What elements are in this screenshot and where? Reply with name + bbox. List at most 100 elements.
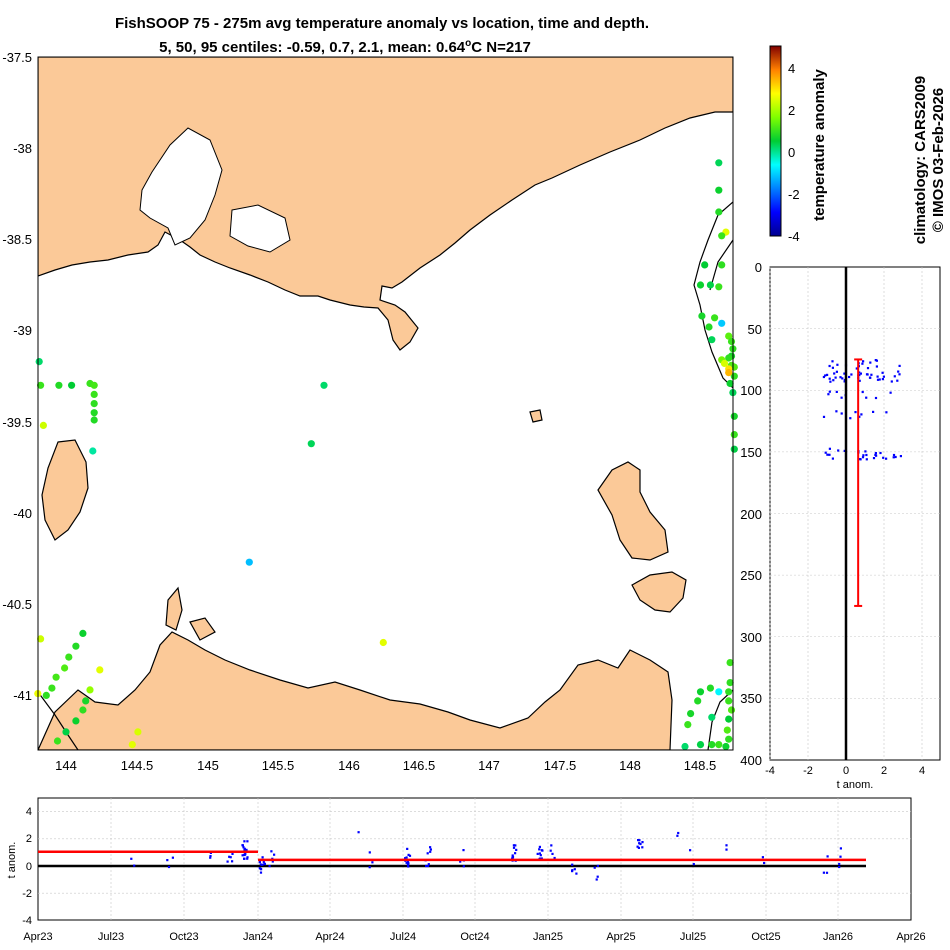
depth-point-88 bbox=[865, 458, 868, 461]
ts-point-71 bbox=[429, 850, 432, 853]
ts-xtick-apr26: Apr26 bbox=[896, 931, 925, 943]
map-point-72 bbox=[687, 710, 695, 718]
ts-point-129 bbox=[822, 871, 825, 874]
depth-point-53 bbox=[878, 378, 881, 381]
title-line-1: FishSOOP 75 - 275m avg temperature anoma… bbox=[115, 15, 649, 32]
ts-point-25 bbox=[245, 848, 248, 851]
map-panel: 144 144.5 145 145.5 146 146.5 147 147.5 … bbox=[2, 50, 738, 773]
ts-data-points bbox=[130, 831, 842, 881]
depth-point-40 bbox=[866, 373, 869, 376]
deal-island bbox=[529, 409, 543, 423]
ts-point-50 bbox=[368, 866, 371, 869]
map-point-9 bbox=[90, 409, 98, 417]
three-hummock-island bbox=[189, 617, 216, 641]
ts-point-63 bbox=[404, 857, 407, 860]
depth-point-62 bbox=[827, 393, 830, 396]
time-series-panel: 4 2 0 -2 -4 t anom. Apr23 Jul23 Oct23 Ja… bbox=[6, 797, 926, 943]
map-point-80 bbox=[725, 735, 733, 743]
title-line-2-suffix: C N=217 bbox=[471, 39, 531, 56]
ts-xtick-oct24: Oct24 bbox=[460, 931, 489, 943]
depth-point-39 bbox=[881, 378, 884, 381]
depth-point-3 bbox=[828, 364, 831, 368]
ts-point-61 bbox=[407, 853, 410, 856]
depth-grid bbox=[769, 267, 940, 760]
depth-point-68 bbox=[860, 413, 863, 416]
ts-point-130 bbox=[826, 855, 829, 858]
map-point-81 bbox=[722, 742, 730, 751]
map-point-79 bbox=[723, 726, 731, 734]
ts-point-47 bbox=[270, 850, 273, 853]
ts-point-105 bbox=[575, 872, 578, 875]
map-point-51 bbox=[65, 653, 73, 661]
map-point-61 bbox=[72, 717, 80, 725]
map-point-78 bbox=[725, 715, 733, 723]
ts-point-37 bbox=[259, 863, 262, 866]
depth-point-34 bbox=[843, 372, 846, 375]
map-point-55 bbox=[42, 691, 50, 700]
map-xtick-148: 148 bbox=[619, 758, 641, 773]
map-x-axis: 144 144.5 145 145.5 146 146.5 147 147.5 … bbox=[55, 758, 716, 773]
map-point-84 bbox=[708, 741, 716, 749]
ts-point-132 bbox=[838, 862, 841, 866]
ts-point-76 bbox=[512, 844, 515, 847]
depth-point-49 bbox=[869, 376, 872, 379]
map-ytick-39-5: -39.5 bbox=[2, 415, 32, 430]
ts-xtick-oct25: Oct25 bbox=[751, 931, 780, 943]
depth-point-45 bbox=[822, 375, 825, 379]
ts-point-59 bbox=[405, 856, 408, 859]
title-line-2-prefix: 5, 50, 95 centiles: -0.59, 0.7, 2.1, mea… bbox=[159, 39, 466, 56]
map-ytick-41: -41 bbox=[13, 688, 32, 703]
ts-point-125 bbox=[725, 844, 728, 847]
depth-point-52 bbox=[824, 374, 827, 377]
depth-ytick-150: 150 bbox=[740, 445, 762, 460]
depth-point-9 bbox=[866, 367, 870, 370]
depth-point-57 bbox=[828, 390, 831, 393]
map-point-1 bbox=[37, 381, 45, 389]
ts-point-73 bbox=[459, 860, 462, 863]
ts-point-110 bbox=[595, 878, 598, 881]
depth-point-13 bbox=[898, 364, 901, 367]
map-point-76 bbox=[725, 697, 733, 705]
depth-point-0 bbox=[861, 362, 864, 365]
ts-point-134 bbox=[838, 865, 841, 869]
depth-xlabel: t anom. bbox=[837, 779, 874, 791]
map-point-7 bbox=[90, 390, 98, 398]
depth-point-22 bbox=[841, 377, 844, 380]
ts-point-107 bbox=[573, 868, 576, 871]
map-xtick-146-5: 146.5 bbox=[403, 758, 436, 773]
depth-point-15 bbox=[875, 365, 878, 368]
depth-ytick-300: 300 bbox=[740, 630, 762, 645]
ts-point-94 bbox=[540, 857, 543, 860]
depth-point-44 bbox=[843, 380, 846, 383]
ts-point-2 bbox=[167, 865, 171, 869]
depth-point-30 bbox=[898, 373, 901, 376]
ts-point-120 bbox=[636, 845, 639, 848]
depth-point-43 bbox=[876, 378, 880, 381]
colorbar-tick-neg4: -4 bbox=[788, 229, 800, 244]
map-point-32 bbox=[727, 337, 736, 346]
ts-ytick-neg4: -4 bbox=[22, 915, 32, 927]
depth-point-95 bbox=[892, 456, 895, 459]
map-ytick-39: -39 bbox=[13, 323, 32, 338]
depth-point-12 bbox=[831, 366, 834, 369]
ts-x-axis: Apr23 Jul23 Oct23 Jan24 Apr24 Jul24 Oct2… bbox=[23, 931, 925, 943]
map-xtick-145: 145 bbox=[197, 758, 219, 773]
map-point-14 bbox=[245, 558, 253, 566]
ts-point-128 bbox=[763, 861, 766, 865]
map-point-36 bbox=[725, 354, 733, 362]
depth-point-58 bbox=[865, 396, 868, 399]
map-point-42 bbox=[720, 359, 729, 367]
map-point-23 bbox=[696, 281, 705, 289]
depth-point-16 bbox=[835, 370, 838, 373]
map-point-10 bbox=[90, 416, 98, 424]
ts-point-87 bbox=[511, 856, 514, 859]
depth-point-98 bbox=[874, 452, 877, 455]
depth-point-11 bbox=[897, 370, 900, 373]
map-point-69 bbox=[706, 684, 715, 692]
ts-point-72 bbox=[462, 849, 465, 852]
depth-point-79 bbox=[865, 453, 868, 457]
depth-point-60 bbox=[861, 390, 864, 394]
ts-point-65 bbox=[427, 863, 430, 866]
ts-xtick-apr25: Apr25 bbox=[606, 931, 635, 943]
depth-point-20 bbox=[850, 373, 853, 376]
